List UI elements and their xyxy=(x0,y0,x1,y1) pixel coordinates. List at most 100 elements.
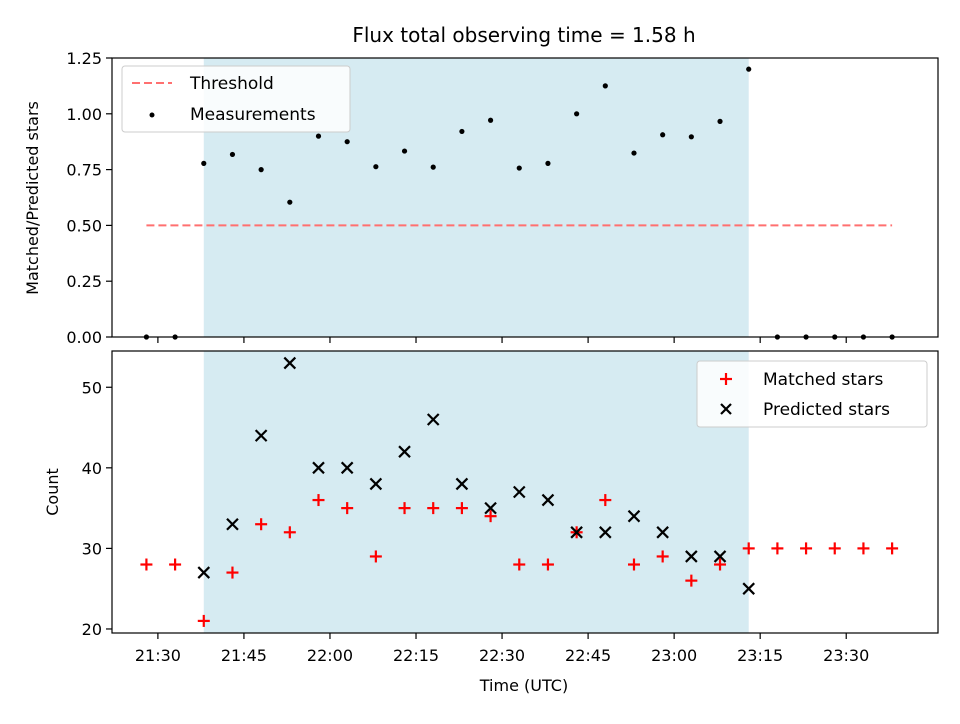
measurement-point xyxy=(545,160,551,166)
x-axis-label: Time (UTC) xyxy=(479,676,568,695)
matched-star-point xyxy=(169,558,182,571)
x-tick-label: 23:15 xyxy=(737,646,783,665)
bottom-legend-box xyxy=(696,360,928,428)
top-legend: Threshold Measurements xyxy=(121,65,351,133)
measurement-point xyxy=(487,117,494,123)
matched-star-point xyxy=(541,558,554,571)
bottom-axes-frame xyxy=(111,350,939,634)
top-y-tick-label: 1.25 xyxy=(66,49,102,68)
measurement-points xyxy=(143,66,895,340)
matched-star-point xyxy=(369,550,382,563)
measurement-point xyxy=(287,199,293,205)
predicted-star-point xyxy=(599,526,612,539)
measurement-point xyxy=(430,164,436,170)
x-tick-label: 22:30 xyxy=(479,646,525,665)
predicted-star-point xyxy=(426,413,440,426)
predicted-star-point xyxy=(340,461,354,475)
predicted-star-point xyxy=(398,445,411,458)
measurement-point xyxy=(373,164,379,170)
predicted-star-point xyxy=(627,509,641,523)
top-x-ticks xyxy=(157,337,847,343)
matched-star-point xyxy=(627,558,640,571)
predicted-star-point xyxy=(742,582,755,595)
top-y-tick-label: 0.25 xyxy=(66,272,102,291)
top-legend-box xyxy=(121,65,351,133)
top-y-axis-label: Matched/Predicted stars xyxy=(23,101,42,295)
legend-measurements-label: Measurements xyxy=(190,105,316,125)
x-tick-label: 23:00 xyxy=(651,646,697,665)
matched-star-point xyxy=(771,542,784,555)
top-y-tick-label: 0.50 xyxy=(66,216,102,235)
matched-star-point xyxy=(455,502,468,515)
measurement-point xyxy=(516,165,522,171)
measurement-point xyxy=(688,134,694,140)
legend-threshold-label: Threshold xyxy=(189,74,274,94)
predicted-star-point xyxy=(283,356,297,370)
predicted-star-point xyxy=(312,461,325,475)
measurement-point xyxy=(746,66,752,72)
top-panel: 0.00 0.25 0.50 0.75 1.00 1.25 Matched/Predict… xyxy=(23,49,939,347)
chart-title: Flux total observing time = 1.58 h xyxy=(352,23,695,47)
bottom-y-tick-label: 20 xyxy=(82,620,102,639)
measurement-point xyxy=(660,132,666,138)
measurement-point xyxy=(229,151,236,158)
x-tick-label: 22:00 xyxy=(307,646,353,665)
x-tick-label: 21:30 xyxy=(135,646,181,665)
predicted-star-point xyxy=(656,526,669,539)
count-points xyxy=(140,356,899,627)
predicted-star-point xyxy=(455,477,469,491)
matched-star-point xyxy=(800,542,813,555)
measurement-point xyxy=(631,150,637,156)
matched-star-point xyxy=(226,566,239,579)
legend-predicted-label: Predicted stars xyxy=(763,400,890,420)
legend-predicted-swatch xyxy=(720,403,732,415)
matched-star-point xyxy=(197,614,210,627)
x-tick-label: 22:45 xyxy=(565,646,611,665)
bottom-y-tick-label: 30 xyxy=(82,539,102,558)
bottom-legend: Matched stars Predicted stars xyxy=(696,360,928,428)
measurement-point xyxy=(315,133,322,139)
measurement-point xyxy=(574,111,580,117)
bottom-y-tick-label: 40 xyxy=(82,459,102,478)
top-y-tick-label: 1.00 xyxy=(66,105,102,124)
predicted-star-point xyxy=(484,501,497,515)
matched-star-point xyxy=(656,550,669,563)
matched-star-point xyxy=(685,574,698,587)
measurement-point xyxy=(717,118,723,124)
legend-measurements-swatch xyxy=(149,112,155,118)
top-y-tick-label: 0.00 xyxy=(66,328,102,347)
matched-star-point xyxy=(140,558,153,571)
x-tick-label: 23:30 xyxy=(823,646,869,665)
matched-star-point xyxy=(886,542,899,555)
x-tick-label: 22:15 xyxy=(393,646,439,665)
predicted-star-point xyxy=(226,517,239,531)
measurement-point xyxy=(602,83,608,89)
matched-star-point xyxy=(341,502,354,515)
top-axes-frame xyxy=(111,57,939,338)
matched-star-point xyxy=(714,558,727,571)
top-y-tick-label: 0.75 xyxy=(66,161,102,180)
predicted-star-point xyxy=(369,477,383,491)
matched-star-point xyxy=(513,558,526,571)
predicted-star-point xyxy=(685,550,698,563)
x-tick-label: 21:45 xyxy=(221,646,267,665)
bottom-shaded-region xyxy=(203,351,749,633)
matched-star-point xyxy=(398,502,411,515)
predicted-star-point xyxy=(512,485,526,499)
measurement-point xyxy=(258,167,264,173)
bottom-y-ticks: 20 30 40 50 xyxy=(82,378,112,639)
matched-star-point xyxy=(427,502,440,515)
legend-matched-swatch xyxy=(720,373,732,385)
predicted-star-point xyxy=(541,493,555,507)
measurement-point xyxy=(401,148,408,154)
predicted-star-point xyxy=(254,429,268,442)
predicted-star-point xyxy=(713,550,727,563)
top-y-ticks: 0.00 0.25 0.50 0.75 1.00 1.25 xyxy=(66,49,112,347)
matched-star-point xyxy=(312,494,325,507)
predicted-star-point xyxy=(570,526,583,539)
matched-star-point xyxy=(283,526,296,539)
measurement-point xyxy=(201,160,207,166)
measurement-point xyxy=(459,128,465,135)
